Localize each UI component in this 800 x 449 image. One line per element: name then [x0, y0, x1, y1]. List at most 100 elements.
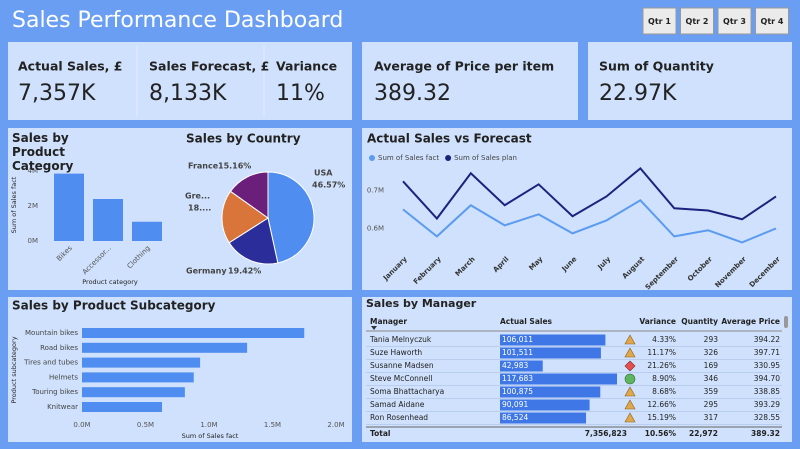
kpi-label: Actual Sales, £: [18, 59, 122, 74]
status-icon: [624, 334, 636, 345]
chart-title: Sales by Country: [186, 132, 301, 146]
chart-title: Actual Sales vs Forecast: [367, 132, 532, 146]
total-cell: 389.32: [751, 429, 780, 438]
pie-slice: [221, 190, 269, 244]
pie-label: USA: [314, 169, 333, 178]
column-header: Actual Sales: [500, 317, 553, 326]
bar: [82, 387, 185, 398]
kpi-value: 8,133K: [149, 81, 227, 106]
y-axis-label: Sum of Sales fact: [10, 176, 18, 233]
kpi-value: 22.97K: [599, 81, 677, 106]
bar: [82, 328, 305, 338]
pie-slice: [229, 171, 269, 219]
kpi-label: Variance: [276, 59, 337, 74]
legend-marker: [369, 155, 375, 161]
scrollbar: [784, 316, 788, 328]
total-cell: Total: [370, 429, 391, 438]
line: [402, 199, 777, 244]
slicer-button[interactable]: [755, 7, 789, 35]
y-axis-label: Product subcategory: [10, 336, 18, 403]
x-tick-label: 0.0M: [73, 421, 90, 429]
bar: [82, 372, 194, 383]
y-tick-label: Mountain bikes: [25, 329, 78, 337]
panel: [362, 42, 578, 120]
data-bar: [500, 399, 590, 411]
pie-label: Germany: [186, 267, 227, 276]
column-header: Variance: [639, 317, 676, 326]
table-cell: 317: [704, 413, 719, 422]
panel: [362, 128, 792, 290]
table-cell: 15.19%: [647, 413, 676, 422]
y-tick-label: 4M: [28, 167, 39, 175]
table-cell: Tania Melnyczuk: [369, 335, 432, 344]
pie-value-label: 18....: [188, 204, 211, 213]
table-cell: 338.85: [754, 387, 780, 396]
slicer-button[interactable]: [642, 7, 677, 35]
column-header: Quantity: [681, 317, 718, 326]
y-tick-label: 0.6M: [367, 224, 384, 232]
slicer-button-label[interactable]: Qtr 3: [723, 17, 746, 26]
kpi-value: 389.32: [374, 81, 451, 106]
status-icon: [624, 386, 636, 397]
table-cell: Susanne Madsen: [370, 361, 434, 370]
table-cell: 394.22: [754, 335, 780, 344]
table-cell: Soma Bhattacharya: [370, 387, 444, 396]
y-tick-label: Touring bikes: [31, 388, 78, 396]
table-cell: 4.33%: [652, 335, 676, 344]
slicer-button[interactable]: [680, 7, 714, 35]
table-cell: 106,011: [502, 335, 533, 344]
table-cell: 21.26%: [647, 361, 676, 370]
table-cell: 295: [704, 400, 719, 409]
chart-title: Sales by Product Subcategory: [12, 299, 216, 313]
x-tick-label: 1.0M: [200, 421, 217, 429]
table-cell: 8.90%: [652, 374, 676, 383]
table-cell: 101,511: [502, 348, 533, 357]
x-axis-label: Product category: [82, 278, 138, 286]
table-cell: 86,524: [502, 413, 528, 422]
pie-label: France: [188, 162, 219, 171]
status-icon: [624, 347, 636, 358]
table-cell: 42,983: [502, 361, 528, 370]
table-cell: 397.71: [754, 348, 780, 357]
x-axis-label: Sum of Sales fact: [182, 432, 239, 440]
y-tick-label: Knitwear: [47, 403, 78, 411]
status-icon: [624, 373, 636, 385]
bar: [93, 199, 123, 241]
bar: [82, 357, 201, 368]
bar: [54, 173, 84, 241]
pie-slice: [267, 171, 315, 264]
table-cell: 346: [704, 374, 719, 383]
table-cell: 330.95: [754, 361, 780, 370]
table-cell: 90,091: [502, 400, 528, 409]
kpi-label: Average of Price per item: [374, 59, 554, 74]
y-tick-label: Helmets: [49, 373, 78, 381]
y-tick-label: 0M: [28, 237, 39, 245]
data-bar: [500, 373, 617, 385]
slicer-button[interactable]: [717, 7, 752, 35]
data-bar: [500, 386, 601, 398]
table-cell: Steve McConnell: [370, 374, 432, 383]
table-cell: 100,875: [502, 387, 533, 396]
kpi-value: 11%: [276, 81, 325, 106]
total-cell: 10.56%: [645, 429, 677, 438]
column-header: Average Price: [721, 317, 780, 326]
bar: [82, 402, 163, 412]
table-cell: 12.66%: [647, 400, 676, 409]
slicer-button-label[interactable]: Qtr 1: [648, 17, 671, 26]
table-cell: Suze Haworth: [370, 348, 422, 357]
table-cell: 11.17%: [647, 348, 676, 357]
pie-value-label: 15.16%: [218, 162, 251, 171]
table-cell: 8.68%: [652, 387, 676, 396]
x-tick-label: 2.0M: [327, 421, 344, 429]
y-tick-label: Tires and tubes: [23, 359, 78, 367]
total-cell: 7,356,823: [585, 429, 627, 438]
slicer-button-label[interactable]: Qtr 4: [761, 17, 784, 26]
status-icon: [624, 412, 636, 423]
table-cell: 169: [704, 361, 719, 370]
table-cell: 394.70: [754, 374, 780, 383]
slicer-button-label[interactable]: Qtr 2: [686, 17, 709, 26]
sort-arrow: [371, 326, 377, 330]
table-cell: 393.29: [754, 400, 780, 409]
